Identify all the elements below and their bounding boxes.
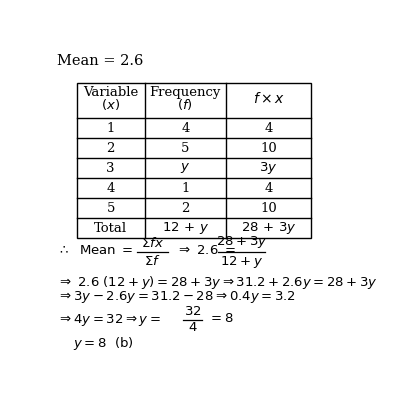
Text: 4: 4 [265, 181, 273, 194]
Text: 5: 5 [106, 202, 115, 215]
Text: $\therefore$  Mean $=$: $\therefore$ Mean $=$ [57, 244, 134, 257]
Text: $\Sigma f$: $\Sigma f$ [144, 253, 161, 268]
Text: 1: 1 [181, 181, 190, 194]
Text: $y = 8$  (b): $y = 8$ (b) [73, 335, 134, 352]
Text: 4: 4 [181, 122, 190, 134]
Text: $\Rightarrow 3y - 2.6y = 31.2 - 28 \Rightarrow 0.4y = 3.2$: $\Rightarrow 3y - 2.6y = 31.2 - 28 \Righ… [57, 289, 295, 305]
Text: $(x)$: $(x)$ [101, 97, 120, 112]
Text: $4$: $4$ [188, 321, 198, 334]
Text: 1: 1 [106, 122, 115, 134]
Text: Total: Total [94, 222, 127, 235]
Bar [77, 83, 311, 238]
Text: $3y$: $3y$ [260, 160, 278, 176]
Text: 4: 4 [265, 122, 273, 134]
Text: 3: 3 [106, 162, 115, 175]
Text: $\Rightarrow 4y = 32 \Rightarrow y =$: $\Rightarrow 4y = 32 \Rightarrow y =$ [57, 312, 161, 328]
Text: 2: 2 [181, 202, 190, 215]
Text: Mean = 2.6: Mean = 2.6 [57, 54, 143, 68]
Text: $\Sigma fx$: $\Sigma fx$ [141, 236, 164, 251]
Text: $= 8$: $= 8$ [208, 312, 234, 325]
Text: $f \times x$: $f \times x$ [252, 91, 285, 106]
Text: $12+y$: $12+y$ [220, 253, 263, 269]
Text: $y$: $y$ [180, 161, 190, 175]
Text: $(f)$: $(f)$ [177, 97, 193, 112]
Text: Frequency: Frequency [150, 86, 221, 99]
Text: 2: 2 [106, 142, 115, 155]
Text: 4: 4 [106, 181, 115, 194]
Text: $28\,+\,3y$: $28\,+\,3y$ [241, 220, 297, 236]
Text: $32$: $32$ [184, 305, 201, 318]
Text: $\Rightarrow$ 2.6 $=$: $\Rightarrow$ 2.6 $=$ [176, 244, 236, 257]
Text: 10: 10 [260, 142, 277, 155]
Text: $28+3y$: $28+3y$ [216, 235, 267, 251]
Text: $\Rightarrow$ 2.6 $(12 + y) = 28 + 3y \Rightarrow 31.2 + 2.6y = 28 + 3y$: $\Rightarrow$ 2.6 $(12 + y) = 28 + 3y \R… [57, 274, 378, 291]
Text: 10: 10 [260, 202, 277, 215]
Text: 5: 5 [181, 142, 190, 155]
Text: Variable: Variable [83, 86, 138, 99]
Text: $12\,+\,y$: $12\,+\,y$ [162, 220, 209, 236]
